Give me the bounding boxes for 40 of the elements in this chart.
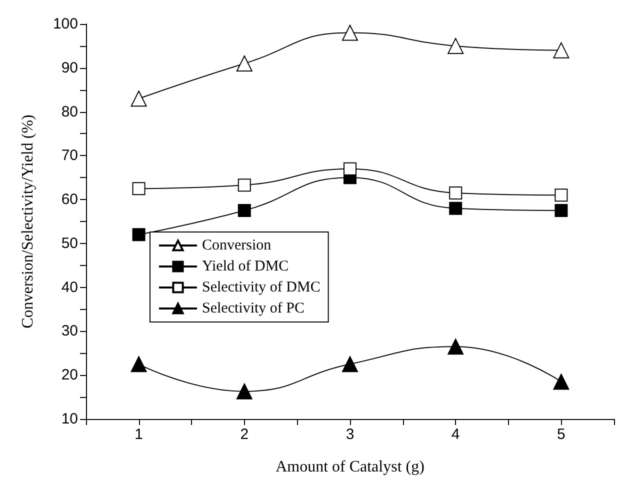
y-tick-label: 30 xyxy=(61,322,78,340)
point xyxy=(553,42,570,58)
point xyxy=(554,188,568,202)
point xyxy=(238,178,251,192)
x-tick-label: 1 xyxy=(134,426,143,443)
point xyxy=(236,56,252,72)
point xyxy=(236,383,252,400)
legend-label: Selectivity of DMC xyxy=(202,280,320,296)
x-tick-label: 4 xyxy=(451,426,460,443)
x-axis-title: Amount of Catalyst (g) xyxy=(276,458,424,476)
x-tick-label: 2 xyxy=(240,426,249,443)
y-tick-label: 20 xyxy=(61,366,78,384)
point xyxy=(238,204,251,218)
point xyxy=(130,90,147,107)
legend-label: Selectivity of PC xyxy=(202,300,304,316)
point xyxy=(554,204,568,218)
legend-label: Conversion xyxy=(202,238,272,254)
y-tick-label: 10 xyxy=(61,410,78,428)
y-tick-label: 100 xyxy=(52,16,78,32)
x-tick-label: 3 xyxy=(346,426,354,443)
point xyxy=(448,338,464,355)
y-tick-label: 40 xyxy=(61,278,78,296)
point xyxy=(132,182,146,196)
x-tick-label: 5 xyxy=(557,426,566,443)
y-axis-title: Conversion/Selectivity/Yield (%) xyxy=(20,114,36,328)
y-tick-label: 50 xyxy=(61,234,78,252)
point xyxy=(344,162,356,176)
y-tick-label: 80 xyxy=(61,103,78,120)
point xyxy=(132,228,146,242)
legend-label: Yield of DMC xyxy=(202,258,289,274)
y-tick-label: 70 xyxy=(61,147,78,164)
point xyxy=(449,186,462,200)
point xyxy=(448,38,464,54)
point xyxy=(449,202,462,215)
point xyxy=(130,356,147,372)
point xyxy=(553,374,570,390)
y-tick-label: 60 xyxy=(61,191,78,208)
point xyxy=(342,356,358,372)
point xyxy=(342,24,358,41)
y-tick-label: 90 xyxy=(61,59,78,76)
